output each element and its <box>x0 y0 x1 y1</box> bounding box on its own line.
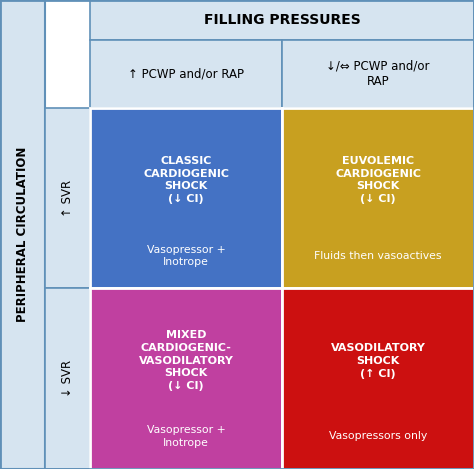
Text: EUVOLEMIC
CARDIOGENIC
SHOCK
(↓ CI): EUVOLEMIC CARDIOGENIC SHOCK (↓ CI) <box>335 156 421 204</box>
Text: Vasopressor +
Inotrope: Vasopressor + Inotrope <box>146 245 226 267</box>
Text: VASODILATORY
SHOCK
(↑ CI): VASODILATORY SHOCK (↑ CI) <box>330 343 426 378</box>
Text: Vasopressor +
Inotrope: Vasopressor + Inotrope <box>146 425 226 448</box>
Text: ↓ SVR: ↓ SVR <box>61 360 74 397</box>
Text: Vasopressors only: Vasopressors only <box>329 431 427 441</box>
Text: PERIPHERAL CIRCULATION: PERIPHERAL CIRCULATION <box>16 147 29 322</box>
Bar <box>90 288 282 469</box>
Bar <box>90 0 474 40</box>
Text: Fluids then vasoactives: Fluids then vasoactives <box>314 251 442 261</box>
Bar <box>0 0 45 469</box>
Text: ↑ SVR: ↑ SVR <box>61 180 74 217</box>
Text: ↓/⇔ PCWP and/or
RAP: ↓/⇔ PCWP and/or RAP <box>326 60 430 88</box>
Bar <box>45 288 90 469</box>
Bar <box>282 108 474 288</box>
Text: MIXED
CARDIOGENIC-
VASODILATORY
SHOCK
(↓ CI): MIXED CARDIOGENIC- VASODILATORY SHOCK (↓… <box>138 330 234 391</box>
Bar <box>45 108 90 288</box>
Bar <box>90 108 282 288</box>
Text: FILLING PRESSURES: FILLING PRESSURES <box>204 13 360 27</box>
Bar <box>90 40 282 108</box>
Text: ↑ PCWP and/or RAP: ↑ PCWP and/or RAP <box>128 68 244 80</box>
Text: CLASSIC
CARDIOGENIC
SHOCK
(↓ CI): CLASSIC CARDIOGENIC SHOCK (↓ CI) <box>143 156 229 204</box>
Bar <box>282 40 474 108</box>
Bar <box>282 288 474 469</box>
